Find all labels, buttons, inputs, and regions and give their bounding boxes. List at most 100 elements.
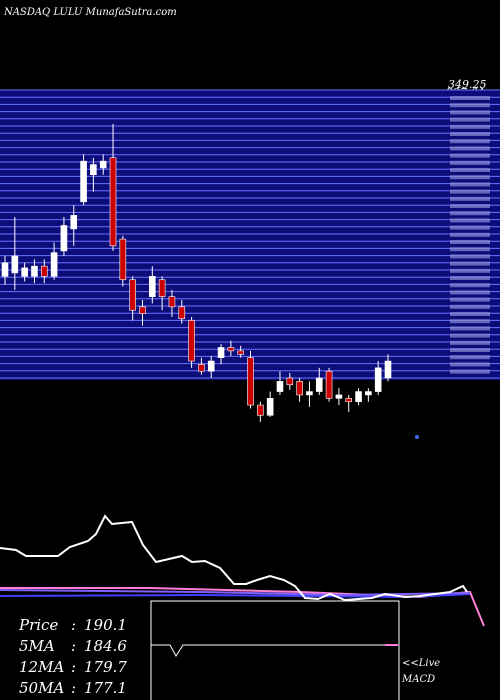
candle-body-down [345,398,353,403]
candle [139,300,146,326]
candle [237,345,244,358]
price-axis-tick-label [450,168,490,172]
stat-50ma-value: 177.1 [84,679,127,697]
candle-body-down [158,279,166,297]
candle-body-up [276,381,284,392]
candle [296,378,303,402]
candle-body-down [139,306,146,314]
price-axis-tick-label [450,117,490,122]
price-axis-tick-label [450,254,490,259]
price-axis-tick-label [450,312,490,316]
macd-line [151,644,385,657]
candle [198,357,205,375]
candles-group [1,123,392,423]
stat-50ma: 50MA : 177.1 [19,679,127,697]
stat-price-value: 190.1 [84,616,127,634]
candle [109,123,117,251]
stat-colon: : [71,679,76,697]
price-axis-tick-label [450,247,490,252]
candle [70,205,78,246]
candle-body-up [90,164,97,176]
candle-body-up [50,252,58,277]
macd-label: MACD [401,674,435,685]
price-axis-tick-label [450,132,490,136]
candle [31,259,38,284]
candle [99,154,107,175]
candle-body-up [1,262,9,277]
candle [168,289,176,318]
price-axis-tick-label [450,261,490,266]
candle-body-down [40,265,48,277]
price-axis-tick-label [450,362,490,367]
stat-colon: : [71,616,76,634]
price-axis-tick-label [450,196,490,201]
candle-body-up [11,255,19,274]
price-axis-tick-label [450,211,490,216]
indicator-line [0,514,468,602]
candle [374,361,382,395]
ma-line [0,593,471,599]
candle [325,367,333,402]
price-axis-tick-label [450,204,490,208]
candle [188,317,195,368]
candle-body-up [149,276,156,297]
stat-5ma-value: 184.6 [84,637,127,655]
candle [207,355,215,378]
band-background [0,90,500,380]
candle [149,266,156,304]
price-axis-tick-label [450,139,490,144]
candle [384,354,392,382]
stat-price: Price : 190.1 [18,616,127,634]
price-axis-tick-label [450,348,490,352]
candle [90,157,97,192]
stat-colon: : [71,637,76,655]
candle [257,401,264,423]
price-axis-tick-label [450,304,490,309]
candle-body-down [296,381,303,396]
candle-body-down [286,377,294,386]
candle [286,372,294,390]
candle [11,217,19,290]
stat-50ma-label: 50MA [19,679,64,697]
candle-body-up [70,215,78,230]
price-axis-tick-label [450,297,490,302]
price-axis-tick-label [450,96,490,100]
candle-body-down [257,404,264,416]
price-axis-tick-label [450,333,490,338]
candle-body-up [315,377,323,392]
macd-live-label: <<Live [402,658,440,669]
candle-body-up [207,360,215,372]
price-axis-tick-label [450,369,490,374]
price-axis-tick-label [450,283,490,288]
stat-5ma-label: 5MA [19,637,55,655]
candle-body-down [198,364,205,372]
price-axis-tick-label [450,189,490,194]
price-axis-tick-label [450,153,490,158]
ma-line [0,589,471,597]
candle [40,259,48,284]
chart-title: NASDAQ LULU MunafaSutra.com [3,7,177,18]
price-axis-tick-label [450,290,490,295]
candle-body-down [129,279,136,311]
candle [129,276,136,321]
price-axis-tick-label [450,319,490,324]
price-axis-tick-label [450,103,490,108]
candle [266,391,274,417]
price-axis-tick-label [450,340,490,345]
candle-body-up [60,225,68,252]
candle-body-down [325,370,333,399]
price-axis-tick-label [450,276,490,280]
candle-body-up [31,265,38,277]
candle [306,381,313,407]
candle-body-down [237,350,244,355]
stats-block: Price : 190.1 5MA : 184.6 12MA : 179.7 5… [18,616,127,697]
candle [217,344,225,365]
price-axis-top-label: 349.25 [448,78,487,91]
price-axis-tick-label [450,326,490,331]
price-axis-tick-label [450,175,490,180]
price-axis-tick-label [450,355,490,360]
price-axis-tick-label [450,268,490,273]
candle [227,340,235,356]
